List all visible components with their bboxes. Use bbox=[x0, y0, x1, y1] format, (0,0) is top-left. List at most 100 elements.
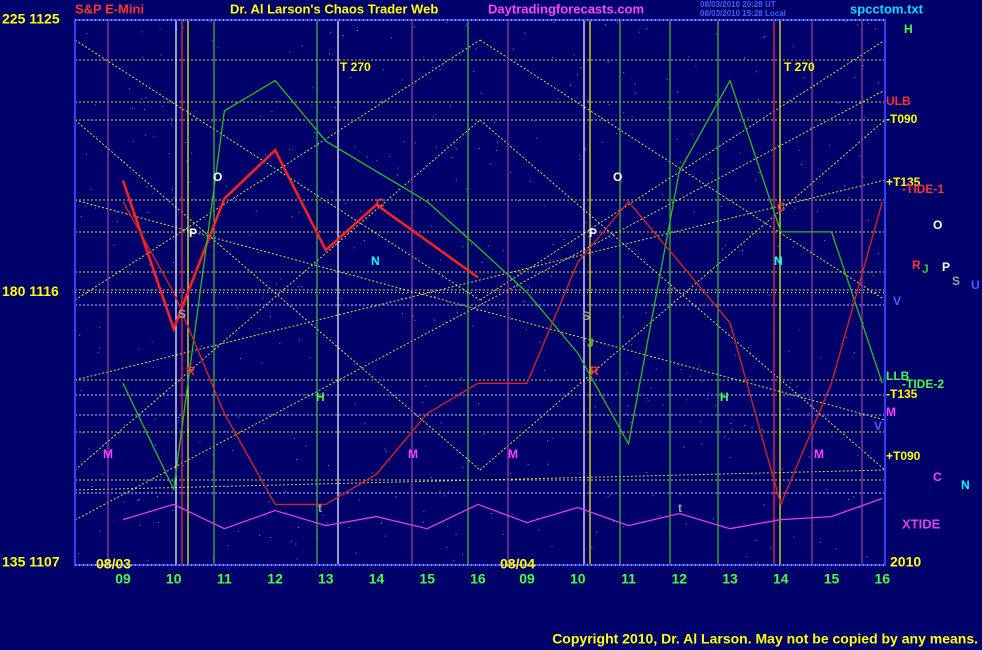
star bbox=[847, 498, 849, 500]
star bbox=[631, 116, 633, 118]
star bbox=[495, 150, 497, 152]
star bbox=[799, 329, 801, 331]
annotation: R bbox=[186, 364, 195, 378]
star bbox=[848, 197, 850, 199]
star bbox=[439, 69, 441, 71]
star bbox=[494, 121, 496, 123]
star bbox=[159, 28, 161, 30]
star bbox=[130, 273, 132, 275]
star bbox=[289, 51, 291, 53]
star bbox=[96, 135, 98, 137]
star bbox=[634, 92, 636, 94]
star bbox=[90, 485, 92, 487]
star bbox=[747, 117, 749, 119]
star bbox=[516, 285, 518, 287]
guide-line bbox=[74, 89, 886, 521]
star bbox=[226, 486, 228, 488]
star bbox=[724, 436, 726, 438]
star bbox=[185, 228, 187, 230]
star bbox=[587, 99, 589, 101]
star bbox=[720, 205, 722, 207]
star bbox=[86, 32, 88, 34]
star bbox=[258, 251, 260, 253]
star bbox=[153, 135, 155, 137]
star bbox=[249, 234, 251, 236]
star bbox=[422, 521, 424, 523]
star bbox=[98, 290, 100, 292]
star bbox=[414, 142, 416, 144]
star bbox=[553, 21, 555, 23]
star bbox=[557, 405, 559, 407]
star bbox=[550, 380, 552, 382]
star bbox=[396, 496, 398, 498]
star bbox=[481, 261, 483, 263]
star bbox=[144, 134, 146, 136]
annotation: M bbox=[103, 447, 113, 461]
star bbox=[804, 77, 806, 79]
annotation: H bbox=[720, 390, 729, 404]
star bbox=[147, 212, 149, 214]
star bbox=[756, 562, 758, 564]
star bbox=[414, 319, 416, 321]
star bbox=[867, 220, 869, 222]
star bbox=[652, 495, 654, 497]
star bbox=[330, 191, 332, 193]
star bbox=[330, 31, 332, 33]
star bbox=[711, 172, 713, 174]
star bbox=[462, 553, 464, 555]
series-line bbox=[122, 200, 883, 507]
star bbox=[152, 367, 154, 369]
star bbox=[402, 313, 404, 315]
star bbox=[601, 141, 603, 143]
star bbox=[233, 200, 235, 202]
star bbox=[594, 406, 596, 408]
star bbox=[461, 377, 463, 379]
star bbox=[132, 108, 134, 110]
star bbox=[764, 35, 766, 37]
annotation: N bbox=[774, 254, 783, 268]
annotation: -TIDE-2 bbox=[902, 377, 944, 391]
star bbox=[668, 288, 670, 290]
x-tick-label: 13 bbox=[722, 571, 738, 587]
star bbox=[265, 154, 267, 156]
star bbox=[301, 286, 303, 288]
star bbox=[763, 36, 765, 38]
star bbox=[401, 293, 403, 295]
star bbox=[477, 310, 479, 312]
star bbox=[340, 298, 342, 300]
star bbox=[668, 107, 670, 109]
star bbox=[439, 490, 441, 492]
star bbox=[414, 82, 416, 84]
star bbox=[480, 92, 482, 94]
annotation: T 270 bbox=[784, 60, 815, 74]
star bbox=[744, 425, 746, 427]
star bbox=[284, 490, 286, 492]
star bbox=[751, 427, 753, 429]
star bbox=[603, 233, 605, 235]
star bbox=[536, 517, 538, 519]
star bbox=[280, 278, 282, 280]
star bbox=[596, 531, 598, 533]
annotation: H bbox=[316, 390, 325, 404]
star bbox=[172, 262, 174, 264]
star bbox=[475, 48, 477, 50]
star bbox=[370, 66, 372, 68]
annotation: P bbox=[189, 226, 197, 240]
star bbox=[747, 347, 749, 349]
star bbox=[145, 97, 147, 99]
star bbox=[835, 548, 837, 550]
star bbox=[683, 446, 685, 448]
star bbox=[743, 57, 745, 59]
annotation: +T135 bbox=[886, 175, 921, 189]
star bbox=[639, 31, 641, 33]
star bbox=[712, 518, 714, 520]
star bbox=[607, 496, 609, 498]
star bbox=[550, 275, 552, 277]
star bbox=[430, 476, 432, 478]
star bbox=[358, 499, 360, 501]
star bbox=[389, 156, 391, 158]
star bbox=[707, 159, 709, 161]
star bbox=[363, 240, 365, 242]
annotation: V bbox=[893, 294, 901, 308]
